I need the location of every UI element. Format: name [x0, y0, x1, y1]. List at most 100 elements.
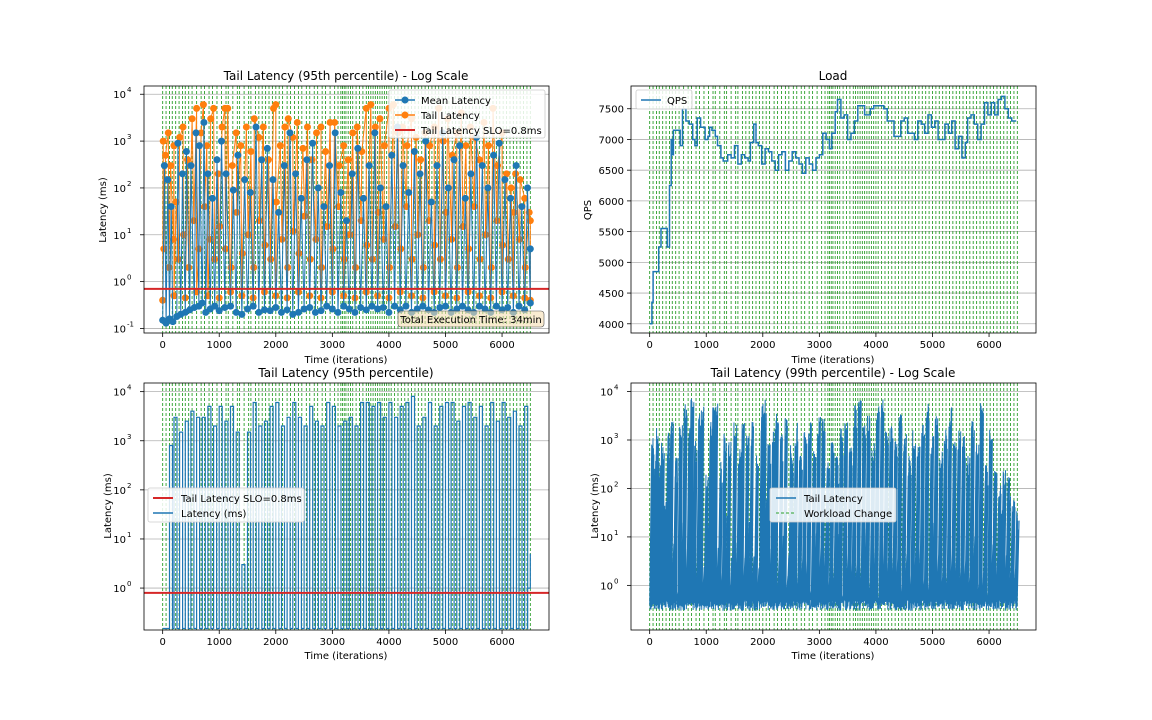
x-tick-label: 4000: [376, 637, 401, 648]
tail-latency-point: [417, 156, 425, 164]
tail-latency-point: [211, 255, 219, 263]
mean-latency-point: [484, 184, 492, 192]
x-tick-label: 5000: [920, 340, 945, 351]
y-tick-label: 10: [113, 486, 126, 497]
mean-latency-point: [492, 302, 500, 310]
mean-latency-point: [260, 306, 268, 314]
tail-latency-point: [516, 176, 524, 184]
mean-latency-point: [229, 186, 237, 194]
y-tick-label: 6500: [599, 166, 624, 177]
mean-latency-point: [182, 147, 190, 155]
legend-label-slo: Tail Latency SLO=0.8ms: [420, 126, 542, 137]
tail-latency-point: [322, 147, 330, 155]
plot-frame: [630, 382, 1037, 631]
mean-latency-point: [204, 170, 212, 178]
tail-latency-point: [247, 147, 255, 155]
mean-latency-point: [331, 129, 339, 137]
y-tick-exponent: -1: [127, 320, 134, 328]
tail-latency-point: [403, 142, 411, 150]
x-tick-label: 2000: [263, 637, 288, 648]
mean-latency-point: [272, 304, 280, 312]
mean-latency-point: [306, 304, 314, 312]
tail-latency-point: [323, 223, 331, 231]
series-lines: [649, 95, 1017, 325]
tail-latency-point: [340, 255, 348, 263]
mean-latency-point: [244, 305, 252, 313]
mean-latency-point: [227, 302, 235, 310]
mean-latency-point: [351, 308, 359, 316]
mean-latency-point: [416, 170, 424, 178]
y-axis-ticks: 4000 4500 5000 5500 6000 6500 7000 7500: [599, 105, 631, 331]
panel-title: Tail Latency (99th percentile) - Log Sca…: [710, 366, 956, 380]
y-tick-label: 10: [113, 137, 126, 148]
tail-latency-point: [499, 241, 507, 249]
mean-latency-point: [198, 299, 206, 307]
mean-latency-point: [314, 184, 322, 192]
tail-latency-point: [176, 133, 184, 141]
y-tick-exponent: 2: [127, 180, 131, 188]
mean-latency-point: [374, 305, 382, 313]
y-tick-label: 7000: [599, 135, 624, 146]
mean-latency-point: [419, 302, 427, 310]
mean-latency-point: [187, 162, 195, 170]
mean-latency-point: [303, 156, 311, 164]
legend: Tail Latency SLO=0.8ms Latency (ms): [147, 487, 305, 523]
y-tick-exponent: 1: [127, 531, 131, 539]
y-tick-exponent: 4: [127, 86, 132, 94]
panel-title: Tail Latency (95th percentile) - Log Sca…: [223, 69, 469, 83]
mean-latency-point: [359, 194, 367, 202]
mean-latency-point: [490, 151, 498, 159]
x-axis-ticks: 0 1000 2000 3000 4000 5000 6000: [646, 333, 1002, 351]
x-tick-label: 6000: [976, 637, 1001, 648]
tail-latency-point: [503, 170, 511, 178]
tail-latency-point: [367, 101, 375, 109]
mean-latency-point: [326, 162, 334, 170]
tail-latency-point: [199, 101, 207, 109]
y-tick-label: 4500: [599, 289, 624, 300]
mean-latency-point: [461, 194, 469, 202]
x-tick-label: 3000: [807, 637, 832, 648]
x-tick-label: 4000: [863, 637, 888, 648]
y-tick-exponent: 4: [614, 384, 619, 392]
tail-latency-point: [179, 123, 187, 131]
mean-latency-point: [362, 306, 370, 314]
tail-latency-point: [313, 129, 321, 137]
mean-latency-point: [391, 302, 399, 310]
mean-latency-point: [258, 156, 266, 164]
y-tick-exponent: 3: [127, 433, 131, 441]
mean-latency-point: [444, 184, 452, 192]
x-tick-label: 6000: [489, 637, 514, 648]
tail-latency-point: [510, 208, 518, 216]
legend-label-latency: Latency (ms): [181, 509, 247, 520]
mean-latency-point: [343, 217, 350, 225]
mean-latency-point: [323, 302, 331, 310]
tail-latency-point: [264, 156, 272, 164]
mean-latency-point: [379, 304, 387, 312]
tail-latency-point: [276, 142, 284, 150]
x-tick-label: 1000: [694, 637, 719, 648]
tail-latency-point: [197, 129, 205, 137]
mean-latency-point: [402, 302, 410, 310]
tail-latency-point: [299, 144, 307, 152]
y-tick-exponent: 0: [614, 577, 618, 585]
tail-latency-point: [431, 241, 439, 249]
x-axis-label: Time (iterations): [791, 355, 875, 366]
mean-latency-point: [405, 188, 413, 196]
y-tick-label: 5500: [599, 228, 624, 239]
panel-tail-latency-95-log: Tail Latency (95th percentile) - Log Sca…: [98, 69, 550, 366]
tail-latency-point: [353, 123, 361, 131]
tail-latency-point: [224, 104, 232, 112]
x-tick-label: 5000: [433, 637, 458, 648]
y-tick-exponent: 2: [614, 480, 618, 488]
tail-latency-point: [376, 115, 384, 123]
tail-latency-point: [470, 203, 478, 211]
tail-latency-point: [159, 137, 167, 145]
mean-latency-point: [215, 307, 223, 315]
mean-latency-point: [450, 156, 458, 164]
y-tick-label: 6000: [599, 197, 624, 208]
x-tick-label: 3000: [320, 637, 345, 648]
mean-latency-point: [238, 310, 246, 318]
tail-latency-point: [237, 142, 245, 150]
tail-latency-point: [190, 217, 198, 225]
